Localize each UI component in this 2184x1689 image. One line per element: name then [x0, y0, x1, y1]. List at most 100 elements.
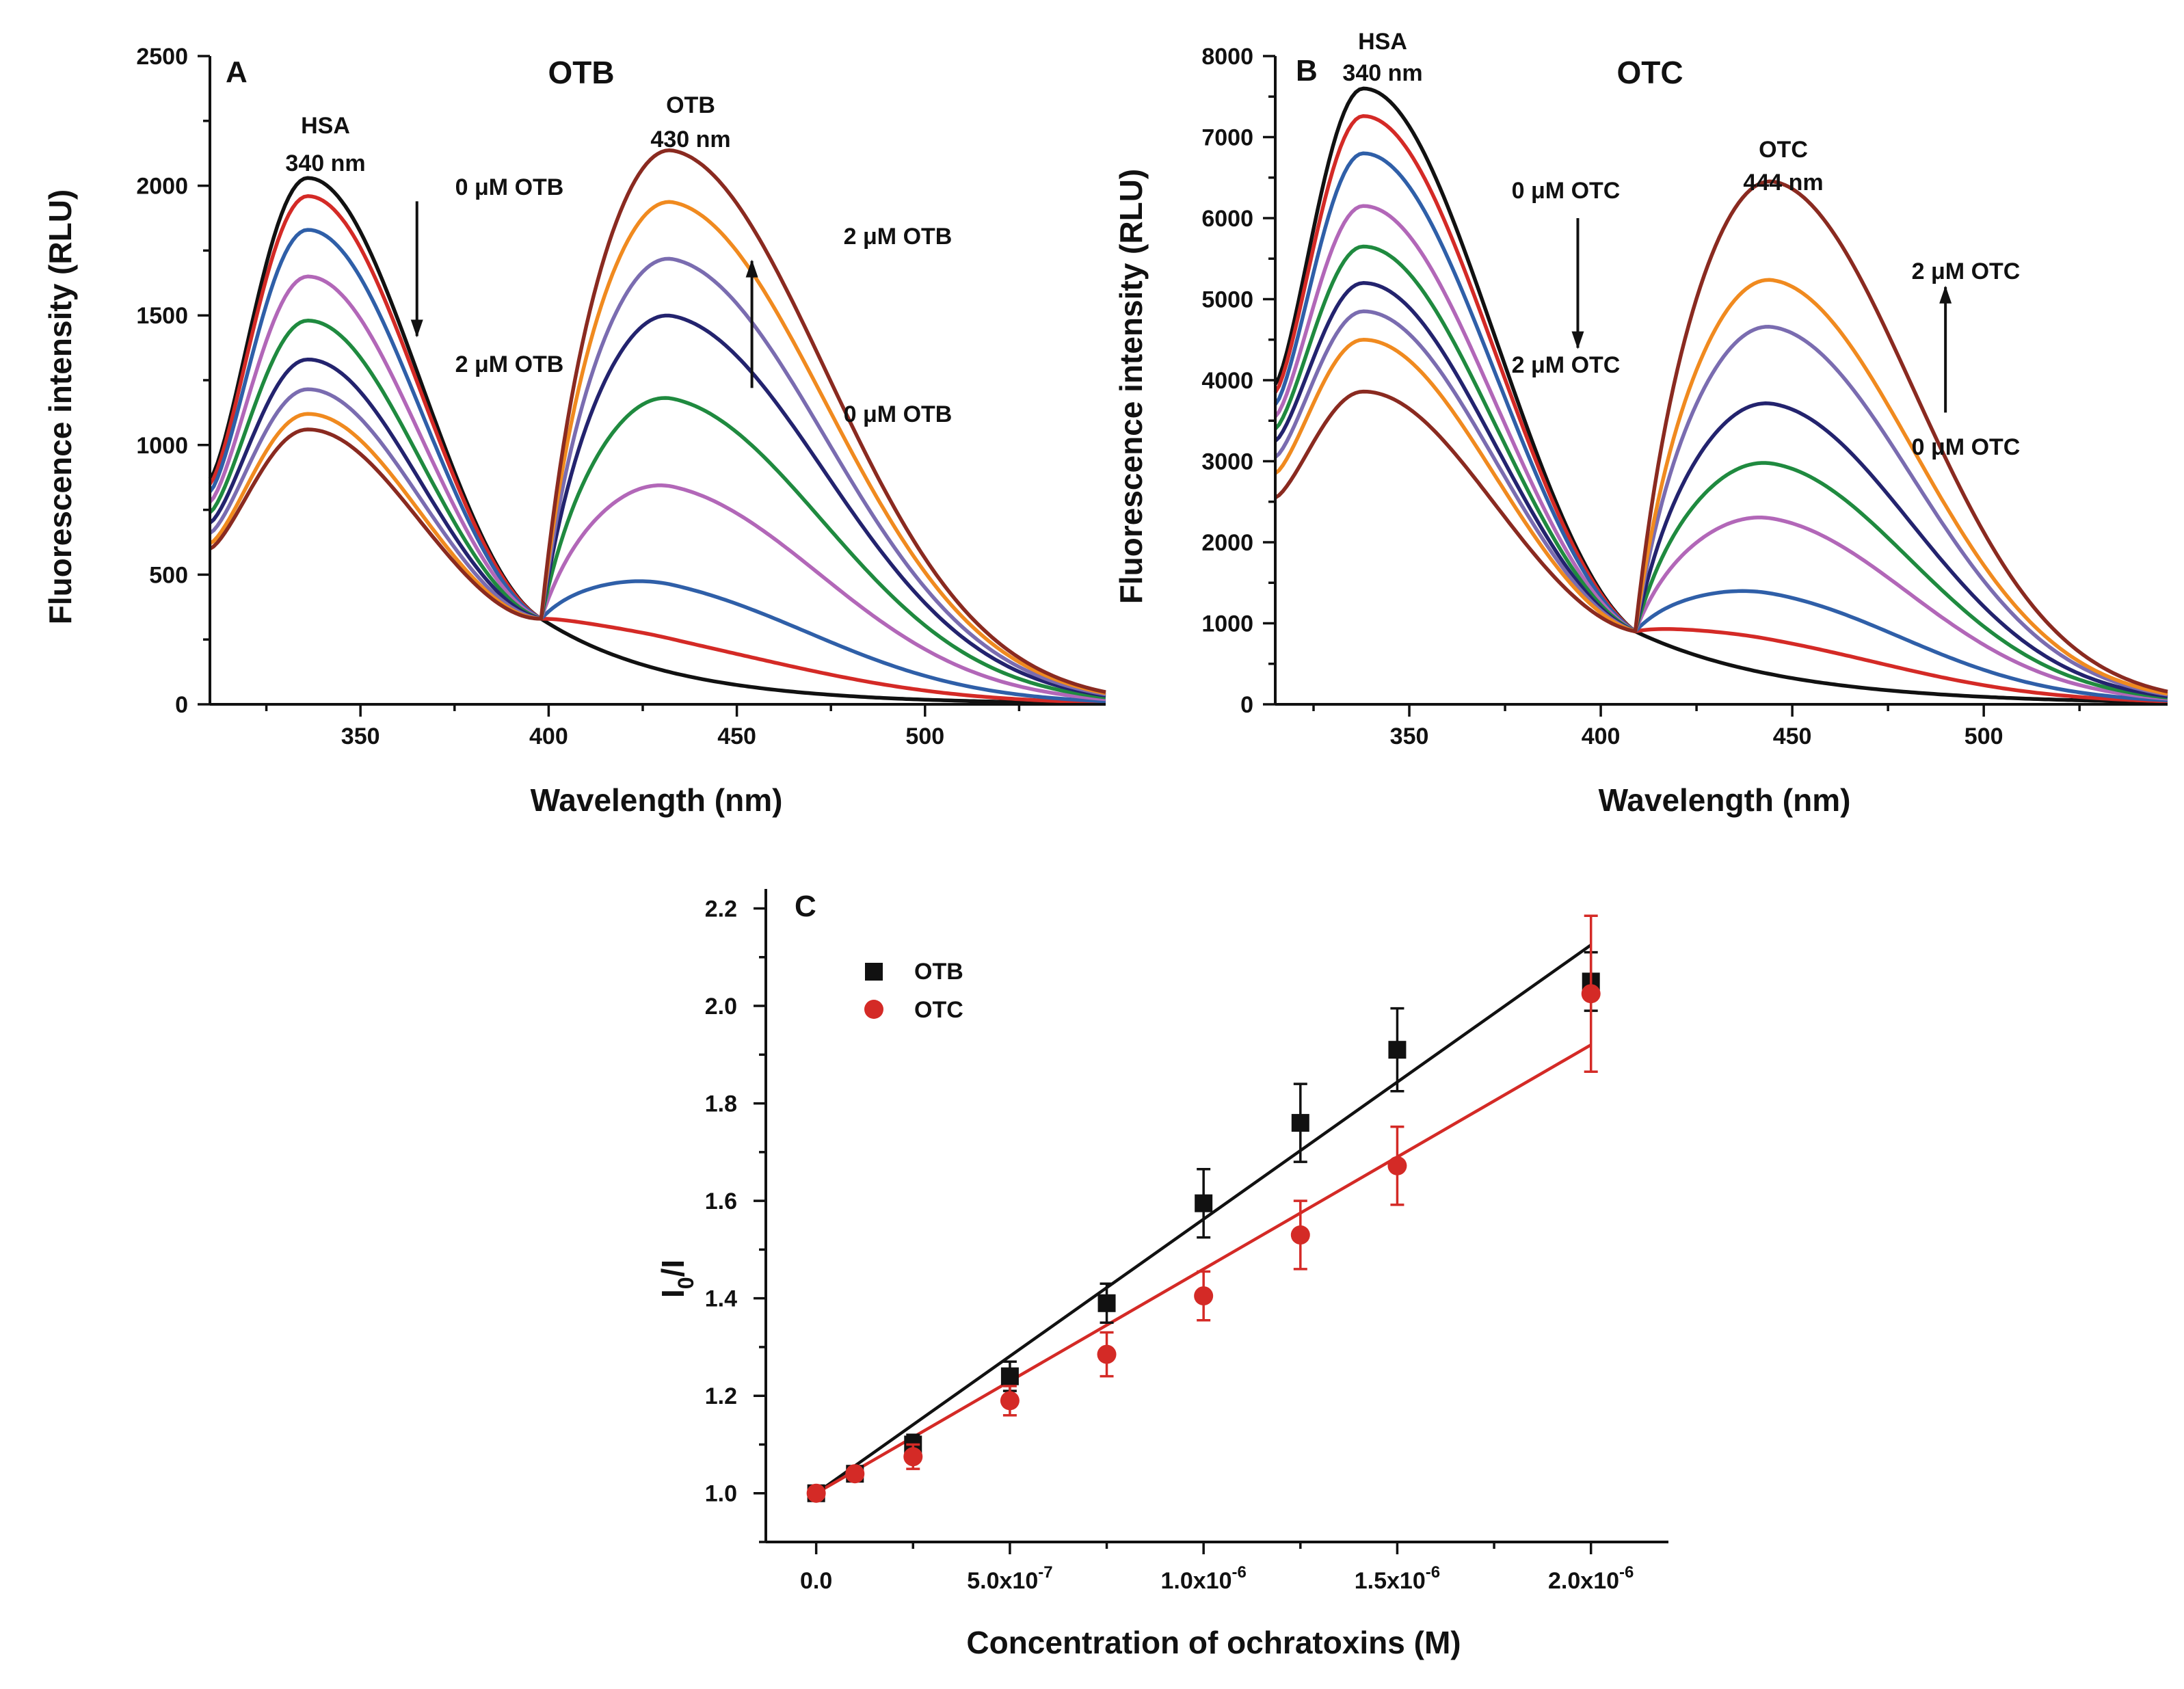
panel-a-peak2-name: OTB: [666, 92, 715, 118]
panel-c-ylabel: I0/I: [655, 1260, 698, 1298]
spectrum-curve-4: [1273, 204, 2168, 701]
panel-b-peak2-name: OTC: [1759, 137, 1808, 163]
spectrum-curve-6: [1274, 281, 2168, 699]
legend-otb-marker: [865, 963, 883, 981]
panel-b-annot-3: 2 μM OTC: [1912, 258, 2021, 284]
panel-a-annot-3: 2 μM OTB: [844, 224, 953, 250]
x-tick-label: 400: [1582, 723, 1621, 749]
c-y-tick-label: 1.4: [705, 1286, 737, 1312]
panel-c-ylabel-sub: 0: [674, 1277, 698, 1289]
panel-b-title: OTC: [1616, 55, 1683, 90]
panel-c-xlabel: Concentration of ochratoxins (M): [966, 1625, 1461, 1660]
spectrum-curve-2: [208, 194, 1106, 704]
y-tick-label: 1000: [1201, 611, 1253, 637]
c-x-tick-mantissa: 2.0x10: [1548, 1568, 1619, 1594]
panel-c-letter: C: [795, 890, 816, 923]
spectrum-curve-8: [209, 200, 1106, 695]
panel-c-points: [806, 914, 1601, 1503]
y-tick-label: 0: [1240, 692, 1253, 718]
spectrum-curve-1: [208, 176, 1106, 706]
panel-c-legend: OTB OTC: [864, 959, 963, 1023]
point-otb: [1000, 1367, 1019, 1385]
x-tick-label: 350: [341, 723, 380, 749]
panel-a-annot-4: 0 μM OTB: [844, 401, 953, 427]
c-x-tick-exponent: -6: [1231, 1563, 1246, 1582]
arrow-head-1: [1571, 331, 1584, 349]
panel-a-arrows: [410, 201, 758, 388]
point-otc: [806, 1483, 826, 1503]
point-otb: [1195, 1194, 1213, 1212]
point-otc: [1581, 984, 1601, 1004]
arrow-head-2: [745, 259, 758, 278]
c-y-tick-label: 2.2: [705, 896, 737, 922]
spectrum-curve-1: [1273, 86, 2168, 704]
y-tick-label: 2500: [136, 44, 188, 70]
c-x-tick-mantissa: 1.0x10: [1160, 1568, 1231, 1594]
point-otc: [1387, 1156, 1407, 1175]
panel-b: 350 400 450 5000100020003000400050006000700…: [1113, 29, 2168, 818]
spectrum-curve-3: [1273, 151, 2168, 702]
point-otc: [903, 1447, 923, 1467]
c-y-tick-label: 1.8: [705, 1091, 737, 1117]
c-y-tick-label: 1.6: [705, 1188, 737, 1214]
panel-b-peak1-wl: 340 nm: [1342, 60, 1422, 86]
y-tick-label: 0: [175, 692, 188, 718]
spectrum-curve-7: [209, 256, 1106, 697]
panel-a-peak1-wl: 340 nm: [285, 150, 365, 176]
point-otc: [1194, 1286, 1214, 1306]
x-tick-label: 500: [905, 723, 944, 749]
point-otc: [1000, 1391, 1020, 1411]
panel-c-ylabel-main: I: [655, 1289, 691, 1298]
panel-a: 350 400 450 500 0 500 1000 1500 2000 2500 A OTB W…: [42, 44, 1106, 818]
panel-a-curves: [208, 148, 1106, 706]
panel-b-peak2-wl: 444 nm: [1743, 170, 1823, 196]
fit-line-otc: [815, 1043, 1592, 1495]
y-tick-label: 7000: [1201, 125, 1253, 151]
panel-b-letter: B: [1296, 54, 1318, 88]
panel-b-annot-2: 2 μM OTC: [1512, 352, 1621, 378]
c-x-tick-exponent: -7: [1038, 1563, 1052, 1582]
spectrum-curve-7: [1274, 309, 2168, 697]
x-tick-label: 500: [1965, 723, 2003, 749]
c-x-tick-label: 0.0: [800, 1568, 832, 1594]
y-tick-label: 500: [149, 562, 188, 588]
c-y-tick-label: 1.0: [705, 1481, 737, 1507]
y-tick-label: 2000: [136, 174, 188, 200]
panel-b-ylabel: Fluorescence intensity (RLU): [1113, 169, 1149, 604]
c-x-tick-exponent: -6: [1619, 1563, 1634, 1582]
panel-a-annot-1: 0 μM OTB: [455, 174, 564, 200]
panel-b-arrows: [1571, 218, 1952, 413]
spectrum-curve-8: [1274, 278, 2168, 696]
spectrum-curve-5: [209, 319, 1106, 700]
spectrum-curve-3: [208, 228, 1106, 704]
y-tick-label: 1500: [136, 303, 188, 329]
c-x-tick-mantissa: 5.0x10: [967, 1568, 1038, 1594]
point-otb: [1388, 1041, 1407, 1059]
x-tick-label: 400: [529, 723, 568, 749]
panel-a-letter: A: [226, 55, 248, 89]
spectrum-curve-9: [209, 148, 1106, 694]
c-y-tick-label: 1.2: [705, 1383, 737, 1409]
spectrum-curve-2: [1273, 114, 2168, 704]
panel-b-axes: 350 400 450 5000100020003000400050006000700…: [1201, 44, 2168, 749]
panel-a-annot-2: 2 μM OTB: [455, 351, 564, 377]
y-tick-label: 1000: [136, 433, 188, 459]
panel-a-peak1-name: HSA: [301, 113, 350, 139]
c-x-tick-label: 1.0x10-6: [1160, 1563, 1246, 1594]
spectrum-curve-9: [1274, 179, 2168, 694]
panel-c-ylabel-tail: /I: [655, 1260, 691, 1277]
panel-b-xlabel: Wavelength (nm): [1599, 782, 1851, 818]
c-x-tick-label: 1.5x10-6: [1355, 1563, 1440, 1594]
panel-a-axes: 350 400 450 500 0 500 1000 1500 2000 2500: [136, 44, 1106, 749]
panel-b-annot-1: 0 μM OTC: [1512, 178, 1621, 204]
x-tick-label: 350: [1390, 723, 1429, 749]
point-otb: [1097, 1294, 1116, 1312]
panel-a-ylabel: Fluorescence intensity (RLU): [42, 189, 78, 624]
point-otc: [845, 1464, 865, 1484]
x-tick-label: 450: [717, 723, 756, 749]
point-otc: [1290, 1225, 1310, 1245]
arrow-head-2: [1939, 285, 1952, 304]
legend-otc-marker: [864, 1000, 883, 1019]
point-otc: [1097, 1344, 1117, 1364]
